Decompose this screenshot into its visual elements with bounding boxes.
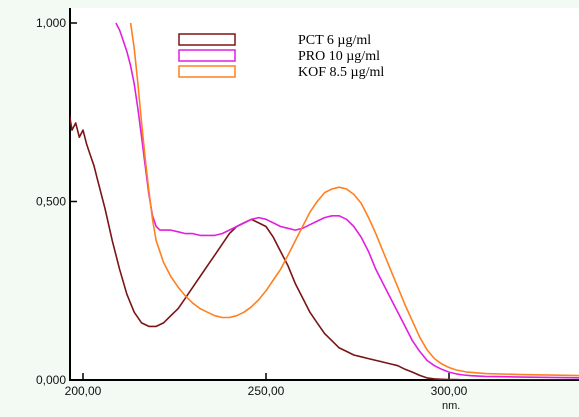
legend-label: PCT 6 µg/ml	[298, 33, 371, 48]
y-tick-label: 0,500	[36, 195, 66, 209]
x-axis-unit-label: nm.	[442, 400, 460, 412]
series-group	[70, 22, 579, 380]
legend-label: KOF 8.5 µg/ml	[298, 65, 384, 80]
x-tick-label: 250,00	[248, 384, 285, 398]
x-tick-label: 200,00	[65, 384, 102, 398]
y-tick-label: 1,000	[36, 16, 66, 30]
legend-label: PRO 10 µg/ml	[298, 49, 380, 64]
series-line-2	[129, 22, 579, 377]
y-tick-label: 0,000	[36, 373, 66, 387]
legend-swatch	[178, 33, 236, 46]
x-tick-label: 300,00	[431, 384, 468, 398]
plot-area	[70, 8, 579, 380]
legend-swatch	[178, 65, 236, 78]
axes: 0,000 0,500 1,000 200,00 250,00 300,00 nm.	[36, 8, 579, 412]
legend-swatch	[178, 49, 236, 62]
